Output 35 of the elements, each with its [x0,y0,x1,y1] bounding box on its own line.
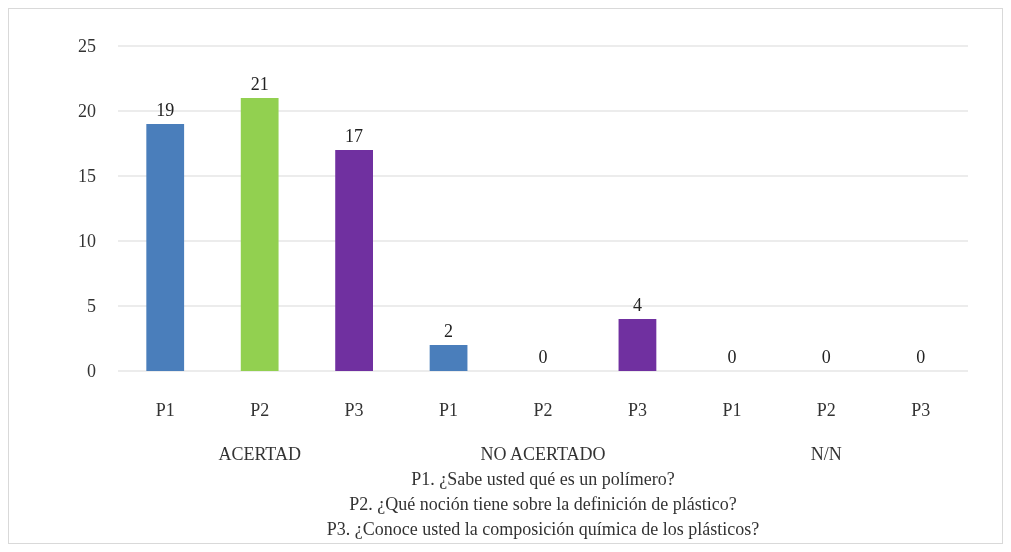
x-tick-label: P2 [250,400,270,420]
bar [146,124,185,371]
bar [429,345,468,371]
text: ACERTAD [218,444,301,464]
data-label: 0 [538,347,548,367]
x-tick-label: P3 [911,400,931,420]
data-label: 17 [345,126,364,146]
bar [335,150,373,371]
x-tick-label: P1 [155,400,175,420]
y-tick-label: 0 [87,361,96,382]
x-tick-label: P3 [344,400,364,420]
data-label: 0 [727,347,737,367]
data-label: 2 [444,321,454,341]
text: N/N [810,444,842,464]
bar [240,98,279,371]
y-tick-label: 15 [78,166,96,187]
data-label: 19 [156,100,175,120]
y-tick-label: 20 [78,101,96,122]
data-label: 21 [250,74,269,94]
x-tick-label: P2 [533,400,553,420]
data-label: 4 [632,295,642,315]
x-tick-label: P1 [439,400,459,420]
x-tick-label: P2 [816,400,836,420]
bar [618,319,657,371]
text: P1. ¿Sabe usted qué es un polímero? [411,469,675,489]
data-label: 0 [916,347,926,367]
data-label: 0 [821,347,831,367]
y-tick-label: 25 [78,36,96,57]
x-tick-label: P3 [627,400,647,420]
y-tick-label: 10 [78,231,96,252]
text: NO ACERTADO [480,444,606,464]
y-tick-label: 5 [87,296,96,317]
text: P3. ¿Conoce usted la composición química de los plásticos? [326,519,760,539]
x-tick-label: P1 [722,400,742,420]
text: P2. ¿Qué noción tiene sobre la definición de plástico? [349,494,737,514]
